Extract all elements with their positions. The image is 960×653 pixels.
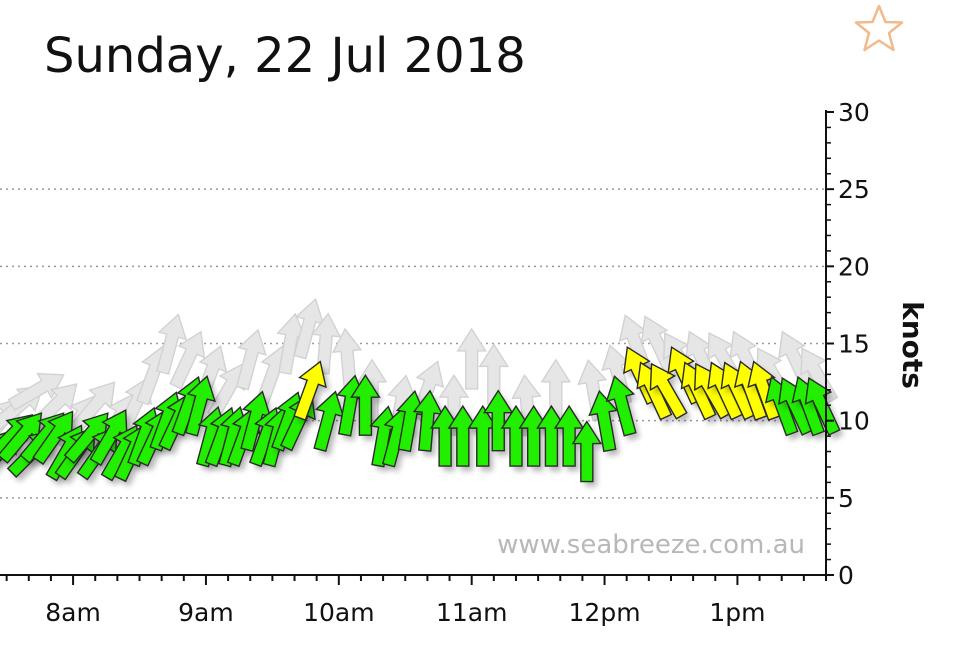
faded-wind-arrow: [156, 313, 188, 375]
x-tick-label: 1pm: [709, 598, 765, 627]
faded-wind-arrow: [7, 372, 65, 411]
faded-wind-arrow: [169, 330, 206, 390]
x-tick-label: 8am: [45, 598, 101, 627]
wind-arrow: [184, 374, 216, 437]
faded-wind-arrow: [478, 343, 510, 406]
wind-arrows: [0, 345, 844, 487]
x-tick-label: 10am: [303, 598, 374, 627]
y-axis-label: knots: [896, 301, 929, 389]
y-tick-label: 0: [838, 561, 854, 590]
page-title: Sunday, 22 Jul 2018: [44, 28, 526, 84]
faded-wind-arrow: [235, 328, 267, 391]
wind-arrow: [588, 389, 619, 453]
x-tick-label: 9am: [178, 598, 234, 627]
wind-arrow: [293, 360, 327, 421]
star-icon[interactable]: [852, 2, 906, 56]
wind-arrow: [553, 404, 585, 467]
y-tick-label: 15: [838, 330, 870, 359]
wind-arrow: [482, 389, 514, 452]
y-tick-label: 5: [838, 484, 854, 513]
x-tick-label: 11am: [436, 598, 507, 627]
y-tick-label: 10: [838, 407, 870, 436]
wind-arrow: [350, 373, 381, 436]
faded-wind-arrow: [456, 327, 487, 390]
axes: 0 5 10 15 20 25 30 8am 9am 10am 11am 12pm 1pm: [0, 98, 870, 627]
y-tick-label: 25: [838, 175, 870, 204]
y-tick-label: 20: [838, 252, 870, 281]
y-tick-label: 30: [838, 98, 870, 127]
wind-arrow: [571, 420, 603, 483]
wind-arrow: [605, 374, 637, 437]
watermark-text: www.seabreeze.com.au: [497, 530, 805, 560]
x-tick-label: 12pm: [569, 598, 641, 627]
